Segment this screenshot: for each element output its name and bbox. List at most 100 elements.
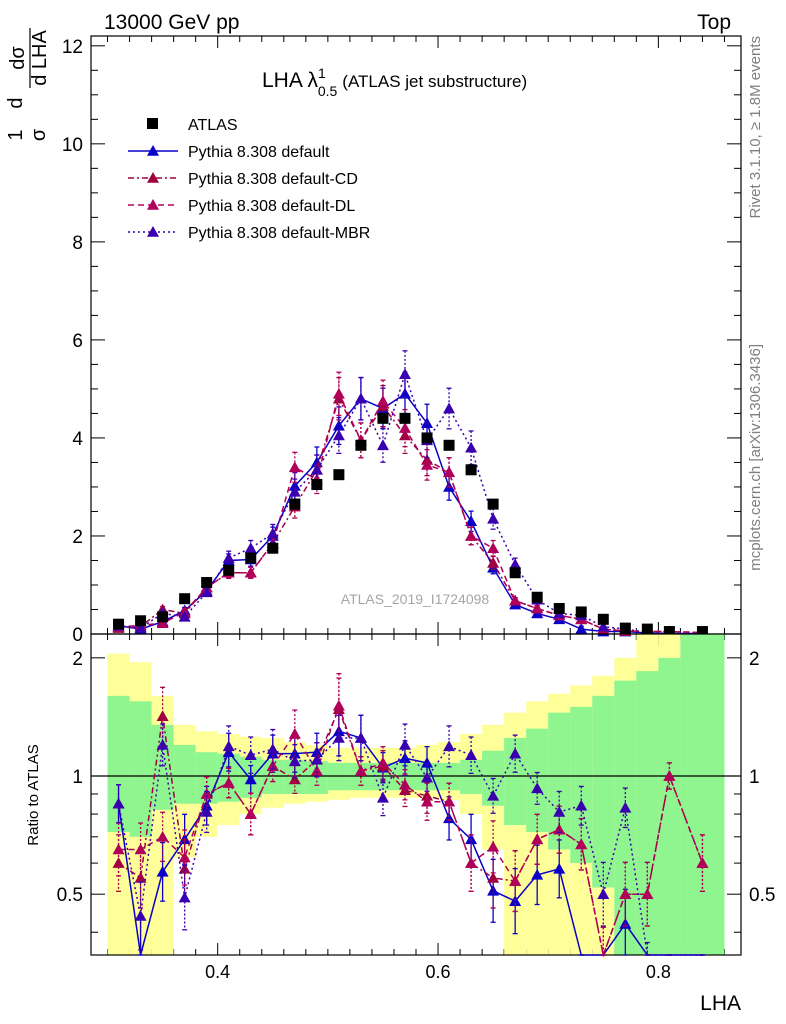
ratio-series-point (619, 888, 632, 899)
atlas-data-point (696, 626, 708, 638)
ratio-series-point (156, 710, 169, 722)
ratio-series-point (487, 840, 500, 852)
atlas-data-point (443, 439, 455, 451)
top-series-point (443, 402, 456, 414)
top-series-point (376, 395, 389, 406)
ratio-band-green (680, 634, 725, 955)
ratio-frame (90, 633, 742, 956)
ratio-series-point (531, 782, 544, 794)
top-series-point (465, 529, 478, 541)
ratio-band-green (107, 695, 130, 833)
header-left: 13000 GeV pp (104, 11, 239, 34)
ratio-series-point (663, 770, 676, 781)
atlas-data-point (311, 479, 323, 490)
ratio-series-point (575, 799, 588, 811)
ratio-series-point (112, 843, 125, 855)
ratio-y-tick-label-right: 0.5 (749, 885, 775, 906)
plot-title: LHA λ1 0.5 (ATLAS jet substructure) (262, 65, 527, 99)
ratio-band-green (636, 671, 659, 955)
ylabel-d-den: d LHA (29, 30, 51, 86)
ratio-series-point (376, 756, 389, 768)
legend-marker-square (147, 118, 158, 129)
legend-marker-triangle (147, 226, 159, 237)
legend-label: Pythia 8.308 default-MBR (188, 225, 370, 242)
header-right: Top (697, 11, 731, 34)
top-y-tick-label: 10 (62, 135, 83, 156)
atlas-data-point (663, 626, 675, 638)
top-series-point (597, 620, 610, 632)
top-series-point (354, 392, 367, 404)
top-series-point (487, 556, 500, 568)
top-series-point (288, 461, 301, 473)
atlas-data-point (179, 593, 191, 605)
ratio-series-point (509, 875, 522, 886)
ratio-series-point (266, 760, 279, 771)
top-series-point (509, 594, 522, 606)
x-tick-label: 0.8 (646, 962, 671, 982)
ratio-series-point (156, 830, 169, 842)
ylabel-d-num: d (5, 97, 27, 108)
legend-label: Pythia 8.308 default (188, 144, 330, 161)
ratio-series-point (487, 871, 500, 883)
ratio-series-point (487, 884, 500, 896)
x-tick-label: 0.4 (205, 962, 230, 982)
atlas-data-point (201, 577, 213, 589)
top-series-point (288, 485, 301, 497)
top-series-point (222, 552, 235, 563)
ratio-series-point (465, 857, 478, 868)
atlas-data-point (355, 439, 367, 451)
ratio-panel: 0.4 0.6 0.8 0.5 0.5 1 1 2 2 (57, 633, 775, 982)
legend-marker-triangle (147, 199, 159, 210)
ratio-series-point (244, 749, 257, 760)
ratio-series-point (443, 795, 456, 807)
atlas-data-point (575, 606, 587, 618)
ratio-series-point (641, 888, 654, 899)
ratio-series-point (487, 789, 500, 801)
atlas-data-point (487, 498, 499, 510)
legend-marker-triangle (147, 145, 159, 156)
top-series-point (310, 456, 323, 468)
top-series-point (421, 458, 434, 470)
ratio-band-green (504, 737, 527, 826)
top-series-point (134, 622, 147, 633)
top-series-point (398, 387, 411, 399)
top-series-point (178, 610, 191, 622)
top-series-point (487, 512, 500, 524)
ratio-band-green (173, 744, 196, 804)
ratio-series-point (354, 731, 367, 743)
top-series-point (156, 617, 169, 629)
ratio-series-point (421, 771, 434, 783)
atlas-data-point (289, 498, 301, 510)
ratio-series-point (376, 791, 389, 803)
ratio-series-point (222, 740, 235, 752)
legend-label: Pythia 8.308 default-CD (188, 171, 358, 188)
top-series-point (509, 558, 522, 570)
top-series-point (332, 429, 345, 441)
ratio-series-point (244, 808, 257, 819)
ratio-band-green (261, 759, 284, 794)
ratio-series-point (156, 865, 169, 877)
top-series-point (575, 623, 588, 634)
ratio-series-point (531, 833, 544, 845)
top-series-point (310, 463, 323, 475)
top-y-tick-label: 6 (72, 331, 83, 352)
top-y-tick-label: 12 (62, 37, 83, 58)
atlas-data-point (377, 412, 389, 424)
atlas-data-point (597, 613, 609, 625)
ratio-series-point (354, 764, 367, 776)
ratio-series-point (553, 805, 566, 817)
ratio-band-green (129, 701, 152, 837)
legend-label: ATLAS (188, 117, 238, 134)
analysis-id: ATLAS_2019_I1724098 (341, 591, 490, 607)
top-series-point (288, 479, 301, 491)
ratio-series-point (310, 764, 323, 776)
ratio-y-tick-label-right: 2 (749, 649, 760, 670)
ratio-series-point (696, 857, 709, 868)
top-y-tick-label: 8 (72, 233, 83, 254)
top-series-point (376, 439, 389, 451)
legend-label: Pythia 8.308 default-DL (188, 198, 355, 215)
ratio-series-point (178, 891, 191, 903)
ratio-band-green (592, 695, 615, 888)
atlas-data-point (553, 603, 565, 615)
